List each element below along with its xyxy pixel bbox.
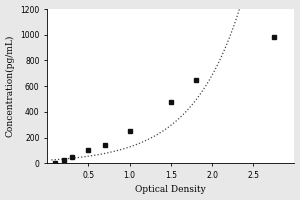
Y-axis label: Concentration(pg/mL): Concentration(pg/mL) [6, 35, 15, 137]
X-axis label: Optical Density: Optical Density [136, 185, 206, 194]
